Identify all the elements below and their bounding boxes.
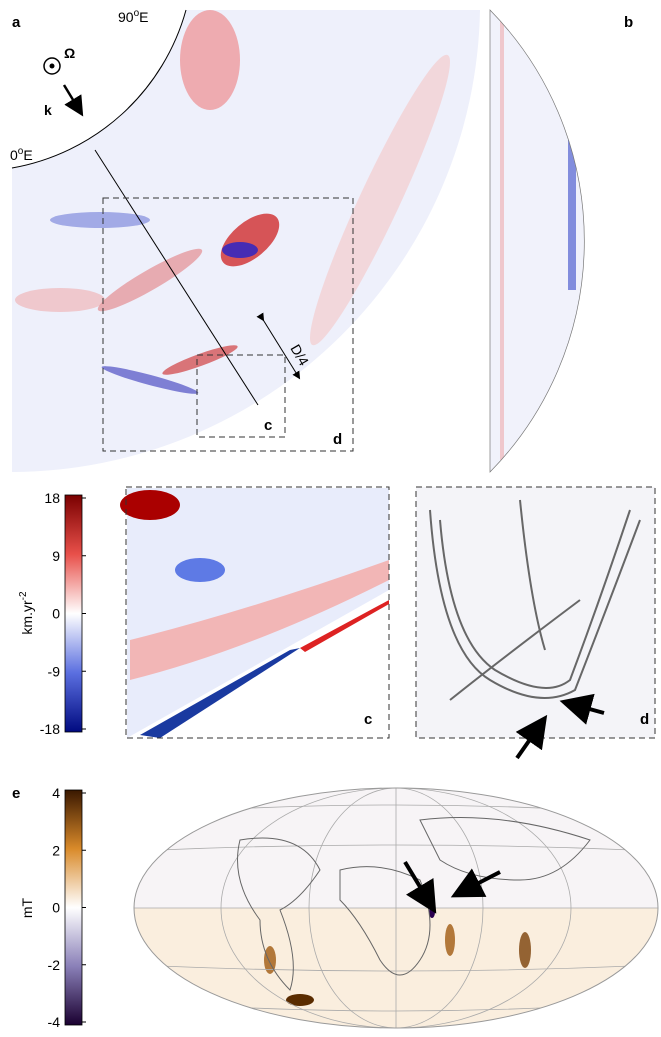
panel-label: a — [12, 14, 21, 31]
colorbar-tick-label: 18 — [44, 490, 60, 506]
panel-a: a 90oE 0oE Ω k D/4 c d — [10, 8, 480, 472]
colorbar-tick-label: 0 — [52, 606, 60, 622]
colorbar-unit: km.yr-2 — [18, 591, 35, 635]
colorbar-tick-label: 2 — [52, 842, 60, 858]
colorbar-tick-label: 4 — [52, 785, 60, 801]
colorbar-tick-label: -4 — [48, 1014, 61, 1030]
colorbar-tick-label: 0 — [52, 900, 60, 916]
rotation-symbol: Ω — [64, 45, 75, 61]
box-label: c — [264, 417, 272, 434]
longitude-label: 0oE — [10, 146, 33, 163]
colorbar-flow: 18 9 0 -9 -18 km.yr-2 — [18, 490, 86, 737]
colorbar-tick-label: -2 — [48, 957, 61, 973]
box-label: d — [333, 431, 342, 448]
panel-label: c — [364, 711, 372, 728]
panel-b: b — [489, 9, 633, 473]
panel-label: d — [640, 711, 649, 728]
wavevector-symbol: k — [44, 102, 52, 118]
colorbar-unit: mT — [19, 897, 35, 918]
panel-c: c — [120, 486, 390, 739]
colorbar-tick-label: -18 — [40, 721, 60, 737]
panel-e: e 4 2 0 -2 -4 mT — [12, 785, 659, 1030]
panel-label: b — [624, 14, 633, 31]
panel-d: d — [415, 486, 656, 760]
panel-label: e — [12, 785, 20, 802]
colorbar-tick-label: 9 — [52, 548, 60, 564]
longitude-label: 90oE — [118, 8, 148, 25]
colorbar-tick-label: -9 — [48, 663, 61, 679]
